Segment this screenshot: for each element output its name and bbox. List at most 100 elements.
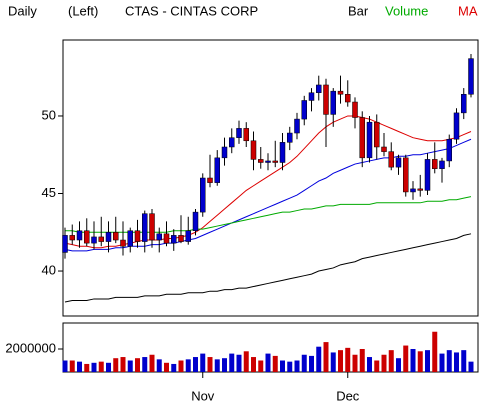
candle-body: [374, 121, 380, 148]
volume-bar: [352, 354, 358, 372]
volume-bar: [135, 358, 140, 372]
candle-body: [200, 177, 206, 213]
legend-entry: Bar: [348, 3, 369, 18]
candle-body: [337, 90, 344, 95]
volume-bar: [77, 361, 82, 372]
candle-body: [417, 188, 423, 191]
volume-bar: [178, 360, 184, 372]
candle-body: [134, 230, 141, 242]
candle-body: [76, 230, 83, 241]
candle-body: [294, 118, 300, 134]
candle-body: [250, 140, 257, 160]
candle-body: [395, 157, 402, 168]
volume-bar: [113, 358, 119, 372]
volume-bar: [171, 363, 177, 372]
volume-bar: [417, 351, 423, 372]
candle-body: [366, 121, 373, 159]
volume-bar: [91, 362, 97, 372]
candle-body: [84, 230, 90, 244]
volume-bar: [164, 362, 169, 372]
volume-bar: [461, 350, 467, 372]
candle-body: [359, 117, 365, 159]
y-tick-label: 40: [42, 262, 56, 277]
candle-body: [149, 213, 155, 241]
candle-body: [272, 160, 278, 163]
candle-body: [221, 146, 228, 159]
y-tick-label: 50: [42, 107, 56, 122]
candle-body: [69, 235, 75, 241]
volume-bar: [222, 358, 227, 372]
volume-bar: [200, 353, 206, 372]
legend-entry: MA: [458, 3, 478, 18]
moving-average: [65, 196, 472, 233]
candle-body: [229, 137, 235, 148]
candle-body: [468, 58, 474, 95]
volume-bar: [301, 354, 307, 372]
volume-bar: [388, 350, 394, 372]
candle-body: [207, 177, 213, 183]
volume-bar: [316, 346, 322, 372]
volume-bar: [265, 353, 271, 372]
candle-body: [301, 100, 307, 120]
volume-bar: [98, 361, 104, 372]
candle-body: [185, 230, 191, 242]
volume-bar: [359, 348, 365, 372]
candle-body: [91, 236, 97, 244]
candle-body: [113, 232, 119, 241]
candle-body: [439, 160, 445, 169]
moving-average: [64, 233, 472, 303]
volume-bar: [410, 348, 416, 372]
candle-body: [105, 232, 112, 242]
volume-bar: [374, 360, 380, 372]
candle-body: [265, 160, 271, 163]
candle-body: [258, 159, 264, 163]
candle-body: [192, 211, 199, 231]
volume-bar: [258, 360, 264, 372]
volume-bar: [454, 352, 459, 372]
volume-bar: [446, 350, 452, 372]
candle-body: [171, 235, 177, 244]
candle-body: [163, 233, 170, 244]
volume-bar: [425, 350, 430, 372]
candle-body: [446, 138, 452, 162]
candle-body: [323, 84, 329, 115]
volume-bar: [439, 353, 445, 372]
volume-bar: [345, 347, 351, 372]
candle-body: [156, 233, 162, 241]
volume-bar: [367, 357, 372, 372]
volume-bar: [84, 363, 90, 372]
moving-average: [64, 115, 472, 249]
volume-bar: [149, 354, 155, 372]
volume-bar: [69, 360, 75, 372]
volume-bar: [127, 360, 133, 372]
candle-body: [236, 128, 242, 138]
candle-body: [120, 239, 126, 247]
candle-body: [410, 188, 416, 193]
chart-title: CTAS - CINTAS CORP: [125, 3, 258, 18]
volume-bar: [207, 357, 213, 372]
candle-body: [98, 236, 104, 242]
candle-body: [330, 90, 336, 115]
candle-body: [424, 159, 431, 191]
volume-bar: [287, 361, 293, 372]
volume-bar: [381, 354, 387, 372]
volume-bar: [193, 357, 198, 372]
candle-body: [178, 235, 184, 242]
candle-body: [316, 84, 322, 93]
volume-bar: [338, 350, 343, 372]
candle-body: [403, 157, 409, 193]
volume-bar: [468, 361, 474, 372]
candle-body: [388, 151, 394, 168]
candle-body: [62, 235, 68, 253]
candle-body: [142, 213, 148, 242]
volume-bar: [396, 358, 401, 372]
volume-bar: [62, 360, 68, 372]
volume-bar: [280, 360, 285, 372]
legend-entry: Volume: [385, 3, 428, 18]
x-tick-label: Dec: [336, 388, 360, 403]
candle-body: [461, 94, 467, 114]
volume-bar: [106, 362, 111, 372]
volume-bar: [120, 357, 126, 372]
volume-bar: [403, 345, 409, 372]
